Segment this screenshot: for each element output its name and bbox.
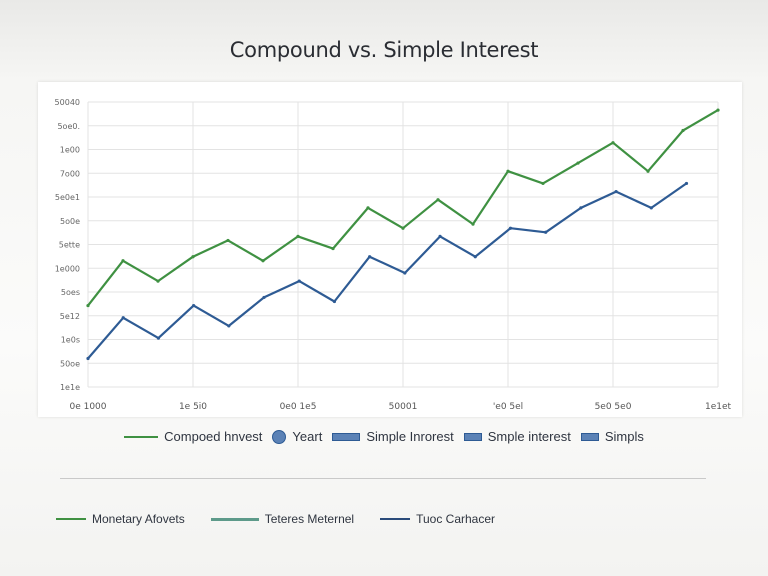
data-point [436,198,440,202]
legend-item-simple-interest: Smple interest [463,429,571,444]
data-point [156,336,161,340]
legend2-item-teteres: Teteres Meternel [210,512,355,526]
y-tick-label: 7o00 [60,169,80,178]
legend2-item-tuoc: Tuoc Carhacer [380,512,495,526]
data-point [86,303,90,308]
data-point [227,324,231,328]
chart-panel: 50040 5oe0. 1e00 7o00 5e0e1 5o0e 5ette 1e000 5oe… [38,82,742,417]
legend-swatch-box [463,432,482,441]
y-tick-label: 5ette [59,241,80,250]
data-point [296,234,300,238]
data-point [191,255,195,259]
data-point [579,206,583,210]
chart-legend: Compoed hnvest Yeart Simple Inrorest Smp… [0,429,768,444]
y-tick-label: 5e0e1 [55,193,80,202]
data-point [508,226,513,230]
legend-swatch-green-line [124,435,159,438]
data-point [332,299,337,304]
y-tick-label: 5oe0. [57,122,80,131]
data-point [646,169,650,173]
chart-title: Compound vs. Simple Interest [229,38,539,62]
legend-item-simple: Simple Inrorest [332,429,454,444]
legend-label: Yeart [292,429,323,444]
legend-item-simpls: Simpls [580,429,644,444]
y-tick-label: 1e1e [60,383,80,392]
data-point [297,279,301,283]
y-tick-label: 5e12 [60,312,80,321]
legend-label: Compoed hnvest [164,429,263,444]
data-point [611,141,615,145]
data-point [368,255,372,259]
data-point [649,206,653,210]
y-tick-label: 5oes [61,288,80,297]
data-point [401,226,405,230]
legend2-item-monetary: Monetary Afovets [56,512,185,526]
x-tick-label: 0e0 1e5 [280,402,317,412]
data-point [473,255,477,259]
x-tick-label: 1e 5i0 [179,402,207,412]
data-point [716,108,720,112]
legend2-swatch-mixed [210,517,259,521]
legend2-swatch-navy [380,518,411,520]
data-point [121,259,125,263]
legend-label: Smple interest [487,429,571,444]
data-point [544,230,548,234]
x-tick-label: 5e0 5e0 [595,402,632,412]
legend2-swatch-green [56,518,86,520]
data-point [331,246,335,251]
y-tick-label: 1e0s [61,336,80,345]
y-tick-label: 1e000 [55,264,80,273]
y-tick-label: 1e00 [60,146,80,155]
legend-swatch-box [332,432,361,441]
legend-item-compound: Compoed hnvest [124,429,262,444]
series-line-simple [87,182,688,360]
data-point [471,222,475,226]
x-tick-label: 50001 [389,402,418,412]
data-point [541,181,545,186]
data-point [86,356,90,361]
legend-swatch-box [580,432,599,441]
y-tick-label: 50oe [60,359,80,368]
legend2-label: Tuoc Carhacer [416,512,496,526]
legend-item-year: Yeart [272,429,322,444]
data-point [438,234,442,238]
data-point [262,295,266,300]
x-tick-label: 'e0 5el [493,402,523,412]
legend-label: Simple Inrorest [366,429,454,444]
x-tick-label: 0e 1000 [69,402,106,412]
data-point [403,271,407,275]
data-point [576,161,580,165]
y-tick-label: 50040 [55,98,80,107]
divider-line [60,478,706,479]
secondary-legend: Monetary Afovets Teteres Meternel Tuoc C… [56,512,576,526]
data-point [226,238,230,243]
data-point [192,303,196,308]
legend-label: Simpls [604,429,644,444]
data-point [614,189,618,194]
data-point [506,169,510,173]
data-point [121,316,125,320]
data-point [681,128,685,133]
data-point [156,279,160,283]
data-point [684,181,689,186]
data-point [366,206,370,210]
y-tick-label: 5o0e [60,217,80,226]
x-tick-label: 1e1et [705,402,732,412]
legend2-label: Monetary Afovets [92,512,185,526]
legend2-label: Teteres Meternel [264,512,355,526]
line-chart: 50040 5oe0. 1e00 7o00 5e0e1 5o0e 5ette 1e000 5oe… [55,98,732,412]
legend-swatch-dot [272,429,287,444]
data-point [261,259,265,263]
